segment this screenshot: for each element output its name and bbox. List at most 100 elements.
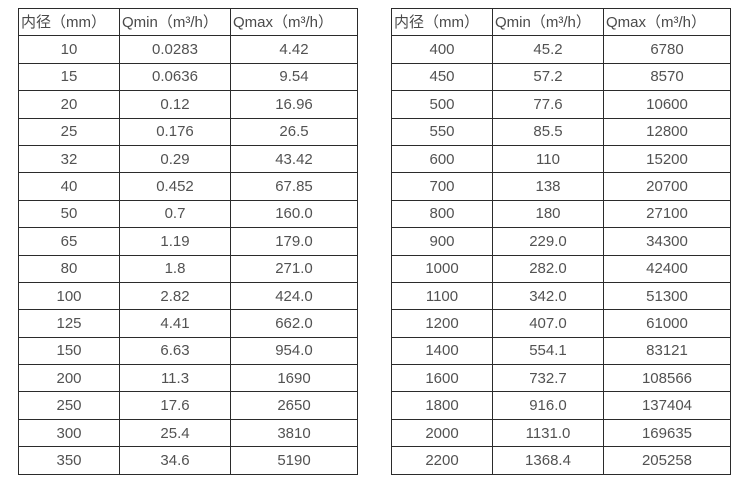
table-cell: 6.63 (119, 336, 231, 366)
table-cell: 1690 (230, 364, 358, 393)
table-cell: 17.6 (119, 391, 231, 420)
table-cell: 4.41 (119, 309, 231, 338)
table-row: 500 77.6 10600 (391, 90, 731, 119)
table-row: 100 2.82 424.0 (18, 281, 358, 311)
table-cell: 50 (18, 199, 120, 229)
table-row: 450 57.2 8570 (391, 62, 731, 92)
table-cell: 900 (391, 227, 493, 256)
table-cell: 12800 (603, 117, 731, 146)
table-row: 300 25.4 3810 (18, 418, 358, 448)
table-cell: 138 (492, 172, 604, 201)
table-cell: 1800 (391, 391, 493, 420)
table-cell: 32 (18, 144, 120, 174)
table-cell: 600 (391, 144, 493, 174)
table-row: 900 229.0 34300 (391, 227, 731, 256)
table-cell: 450 (391, 62, 493, 92)
table-row: 1000 282.0 42400 (391, 254, 731, 283)
table-cell: 2200 (391, 446, 493, 475)
table-row: 150 6.63 954.0 (18, 336, 358, 366)
table-cell: 34300 (603, 227, 731, 256)
table-cell: 0.29 (119, 144, 231, 174)
table-cell: 916.0 (492, 391, 604, 420)
table-cell: 26.5 (230, 117, 358, 146)
table-cell: 0.7 (119, 199, 231, 229)
table-cell: 77.6 (492, 90, 604, 119)
table-cell: 34.6 (119, 446, 231, 475)
table-cell: 500 (391, 90, 493, 119)
table-cell: 1131.0 (492, 418, 604, 448)
table-cell: 83121 (603, 336, 731, 366)
table-cell: 700 (391, 172, 493, 201)
table-cell: 100 (18, 281, 120, 311)
table-row: 200 11.3 1690 (18, 364, 358, 393)
table-row: 350 34.6 5190 (18, 446, 358, 475)
table-cell: 2.82 (119, 281, 231, 311)
table-cell: 169635 (603, 418, 731, 448)
table-row: 40 0.452 67.85 (18, 172, 358, 201)
table-cell: 11.3 (119, 364, 231, 393)
table-cell: 550 (391, 117, 493, 146)
header-qmax: Qmax（m³/h） (603, 7, 731, 37)
table-cell: 1.19 (119, 227, 231, 256)
table-cell: 407.0 (492, 309, 604, 338)
table-cell: 108566 (603, 364, 731, 393)
table-row: 2000 1131.0 169635 (391, 418, 731, 448)
header-row: 内径（mm） Qmin（m³/h） Qmax（m³/h） (18, 7, 358, 37)
table-cell: 2650 (230, 391, 358, 420)
table-cell: 180 (492, 199, 604, 229)
table-row: 700 138 20700 (391, 172, 731, 201)
table-row: 550 85.5 12800 (391, 117, 731, 146)
table-body-large: 400 45.2 6780 450 57.2 8570 500 77.6 10600 550 85.… (391, 35, 731, 475)
table-cell: 300 (18, 418, 120, 448)
table-cell: 85.5 (492, 117, 604, 146)
table-row: 250 17.6 2650 (18, 391, 358, 420)
table-cell: 1368.4 (492, 446, 604, 475)
header-row: 内径（mm） Qmin（m³/h） Qmax（m³/h） (391, 7, 731, 37)
table-row: 600 110 15200 (391, 144, 731, 174)
table-cell: 282.0 (492, 254, 604, 283)
table-cell: 61000 (603, 309, 731, 338)
table-row: 15 0.0636 9.54 (18, 62, 358, 92)
table-cell: 271.0 (230, 254, 358, 283)
table-cell: 27100 (603, 199, 731, 229)
table-cell: 137404 (603, 391, 731, 420)
header-inner-diameter: 内径（mm） (18, 7, 120, 37)
table-body-small: 10 0.0283 4.42 15 0.0636 9.54 20 0.12 16.96 25 0.1… (18, 35, 358, 475)
table-row: 800 180 27100 (391, 199, 731, 229)
table-cell: 229.0 (492, 227, 604, 256)
table-cell: 800 (391, 199, 493, 229)
table-cell: 16.96 (230, 90, 358, 119)
table-cell: 110 (492, 144, 604, 174)
table-cell: 200 (18, 364, 120, 393)
table-cell: 554.1 (492, 336, 604, 366)
table-cell: 0.12 (119, 90, 231, 119)
table-cell: 1400 (391, 336, 493, 366)
table-cell: 400 (391, 35, 493, 64)
table-cell: 160.0 (230, 199, 358, 229)
table-row: 125 4.41 662.0 (18, 309, 358, 338)
table-cell: 8570 (603, 62, 731, 92)
table-row: 1400 554.1 83121 (391, 336, 731, 366)
table-row: 32 0.29 43.42 (18, 144, 358, 174)
table-cell: 1000 (391, 254, 493, 283)
table-cell: 80 (18, 254, 120, 283)
table-cell: 15200 (603, 144, 731, 174)
table-row: 1800 916.0 137404 (391, 391, 731, 420)
table-cell: 6780 (603, 35, 731, 64)
table-cell: 3810 (230, 418, 358, 448)
table-row: 25 0.176 26.5 (18, 117, 358, 146)
table-cell: 424.0 (230, 281, 358, 311)
header-qmin: Qmin（m³/h） (492, 7, 604, 37)
header-inner-diameter: 内径（mm） (391, 7, 493, 37)
table-cell: 25 (18, 117, 120, 146)
table-cell: 15 (18, 62, 120, 92)
table-cell: 0.452 (119, 172, 231, 201)
table-cell: 0.0636 (119, 62, 231, 92)
table-cell: 954.0 (230, 336, 358, 366)
table-cell: 45.2 (492, 35, 604, 64)
table-cell: 25.4 (119, 418, 231, 448)
header-qmax: Qmax（m³/h） (230, 7, 358, 37)
flow-table-large-diameters: 内径（mm） Qmin（m³/h） Qmax（m³/h） 400 45.2 6780… (391, 7, 731, 475)
table-cell: 1600 (391, 364, 493, 393)
